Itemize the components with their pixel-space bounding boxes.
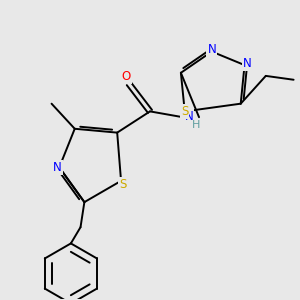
- Text: S: S: [119, 178, 127, 191]
- Text: N: N: [185, 110, 194, 123]
- Text: N: N: [207, 43, 216, 56]
- Text: H: H: [192, 120, 200, 130]
- Text: N: N: [243, 57, 252, 70]
- Text: S: S: [181, 105, 188, 118]
- Text: O: O: [122, 70, 131, 83]
- Text: N: N: [53, 161, 62, 174]
